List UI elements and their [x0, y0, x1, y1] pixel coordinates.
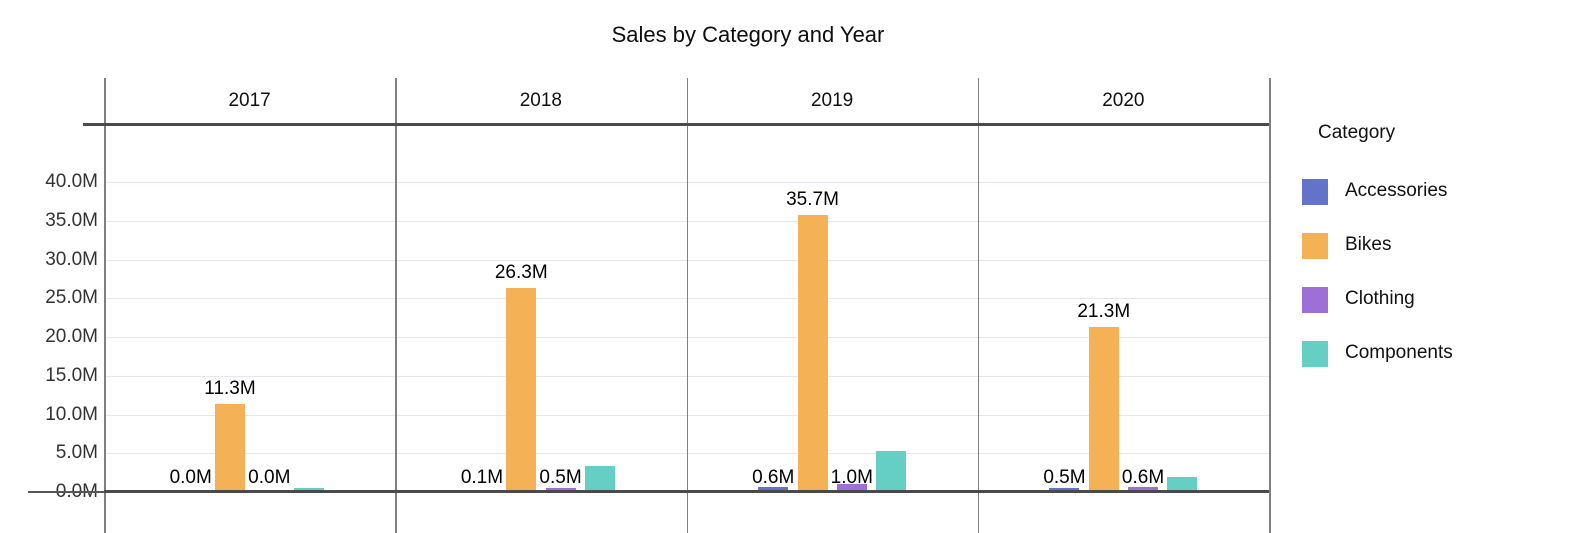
y-tick-label: 25.0M	[45, 287, 98, 309]
bar-value-label: 0.5M	[539, 467, 582, 488]
legend-label: Components	[1345, 342, 1453, 363]
bar-value-label: 0.0M	[169, 467, 212, 488]
facet-label-2017: 2017	[228, 90, 271, 111]
legend-swatch-bikes	[1302, 233, 1328, 259]
bar-value-label: 21.3M	[1077, 300, 1131, 322]
bar-value-label: 0.5M	[1043, 467, 1086, 488]
y-tick-label: 10.0M	[45, 403, 98, 425]
bar-value-label: 35.7M	[786, 189, 839, 211]
bar-value-label: 11.3M	[204, 378, 256, 400]
facet-label-2020: 2020	[1102, 90, 1145, 111]
legend-item-clothing[interactable]: Clothing	[1290, 286, 1530, 314]
facet-label-2019: 2019	[810, 90, 854, 111]
facet-label-2018: 2018	[519, 90, 563, 111]
plot-top-border	[83, 123, 1269, 126]
bar-value-label: 26.3M	[494, 262, 548, 284]
bar-value-label: 0.0M	[248, 467, 291, 488]
facet-divider	[395, 78, 397, 533]
y-tick-label: 15.0M	[45, 364, 98, 386]
y-tick-label: 30.0M	[45, 248, 98, 270]
bar-2018-components[interactable]	[584, 466, 615, 492]
legend-label: Accessories	[1345, 180, 1448, 201]
bar-value-label: 1.0M	[830, 467, 873, 488]
facet-divider	[686, 78, 688, 533]
bar-2019-accessories[interactable]	[758, 487, 789, 492]
legend-item-accessories[interactable]: Accessories	[1290, 178, 1530, 206]
facet-divider	[1269, 78, 1271, 533]
legend-item-bikes[interactable]: Bikes	[1290, 232, 1530, 260]
legend-item-components[interactable]: Components	[1290, 340, 1530, 368]
bar-2019-components[interactable]	[876, 450, 907, 492]
chart-title: Sales by Category and Year	[611, 22, 885, 47]
bar-2020-components[interactable]	[1167, 477, 1198, 492]
y-tick-label: 5.0M	[55, 442, 98, 464]
legend-title: Category	[1318, 122, 1396, 143]
legend-label: Clothing	[1345, 288, 1415, 309]
bar-2017-bikes[interactable]	[215, 404, 245, 492]
x-axis-baseline	[104, 490, 1269, 493]
legend-label: Bikes	[1345, 234, 1392, 255]
bar-2020-clothing[interactable]	[1128, 487, 1159, 492]
legend-swatch-accessories	[1302, 179, 1328, 205]
zero-line-extension	[28, 491, 104, 493]
y-tick-label: 40.0M	[45, 171, 98, 192]
y-tick-label: 20.0M	[45, 326, 98, 347]
bar-value-label: 0.1M	[460, 467, 504, 488]
legend-swatch-components	[1302, 341, 1328, 367]
legend-swatch-clothing	[1302, 287, 1328, 313]
bar-2018-bikes[interactable]	[506, 288, 537, 492]
y-tick-label: 35.0M	[45, 209, 98, 231]
facet-divider	[977, 78, 980, 533]
bar-2019-clothing[interactable]	[836, 484, 867, 492]
bar-2019-bikes[interactable]	[797, 215, 828, 492]
bar-value-label: 0.6M	[752, 467, 795, 488]
facet-divider	[104, 78, 106, 533]
bar-value-label: 0.6M	[1121, 467, 1165, 488]
bar-2020-bikes[interactable]	[1088, 326, 1119, 492]
